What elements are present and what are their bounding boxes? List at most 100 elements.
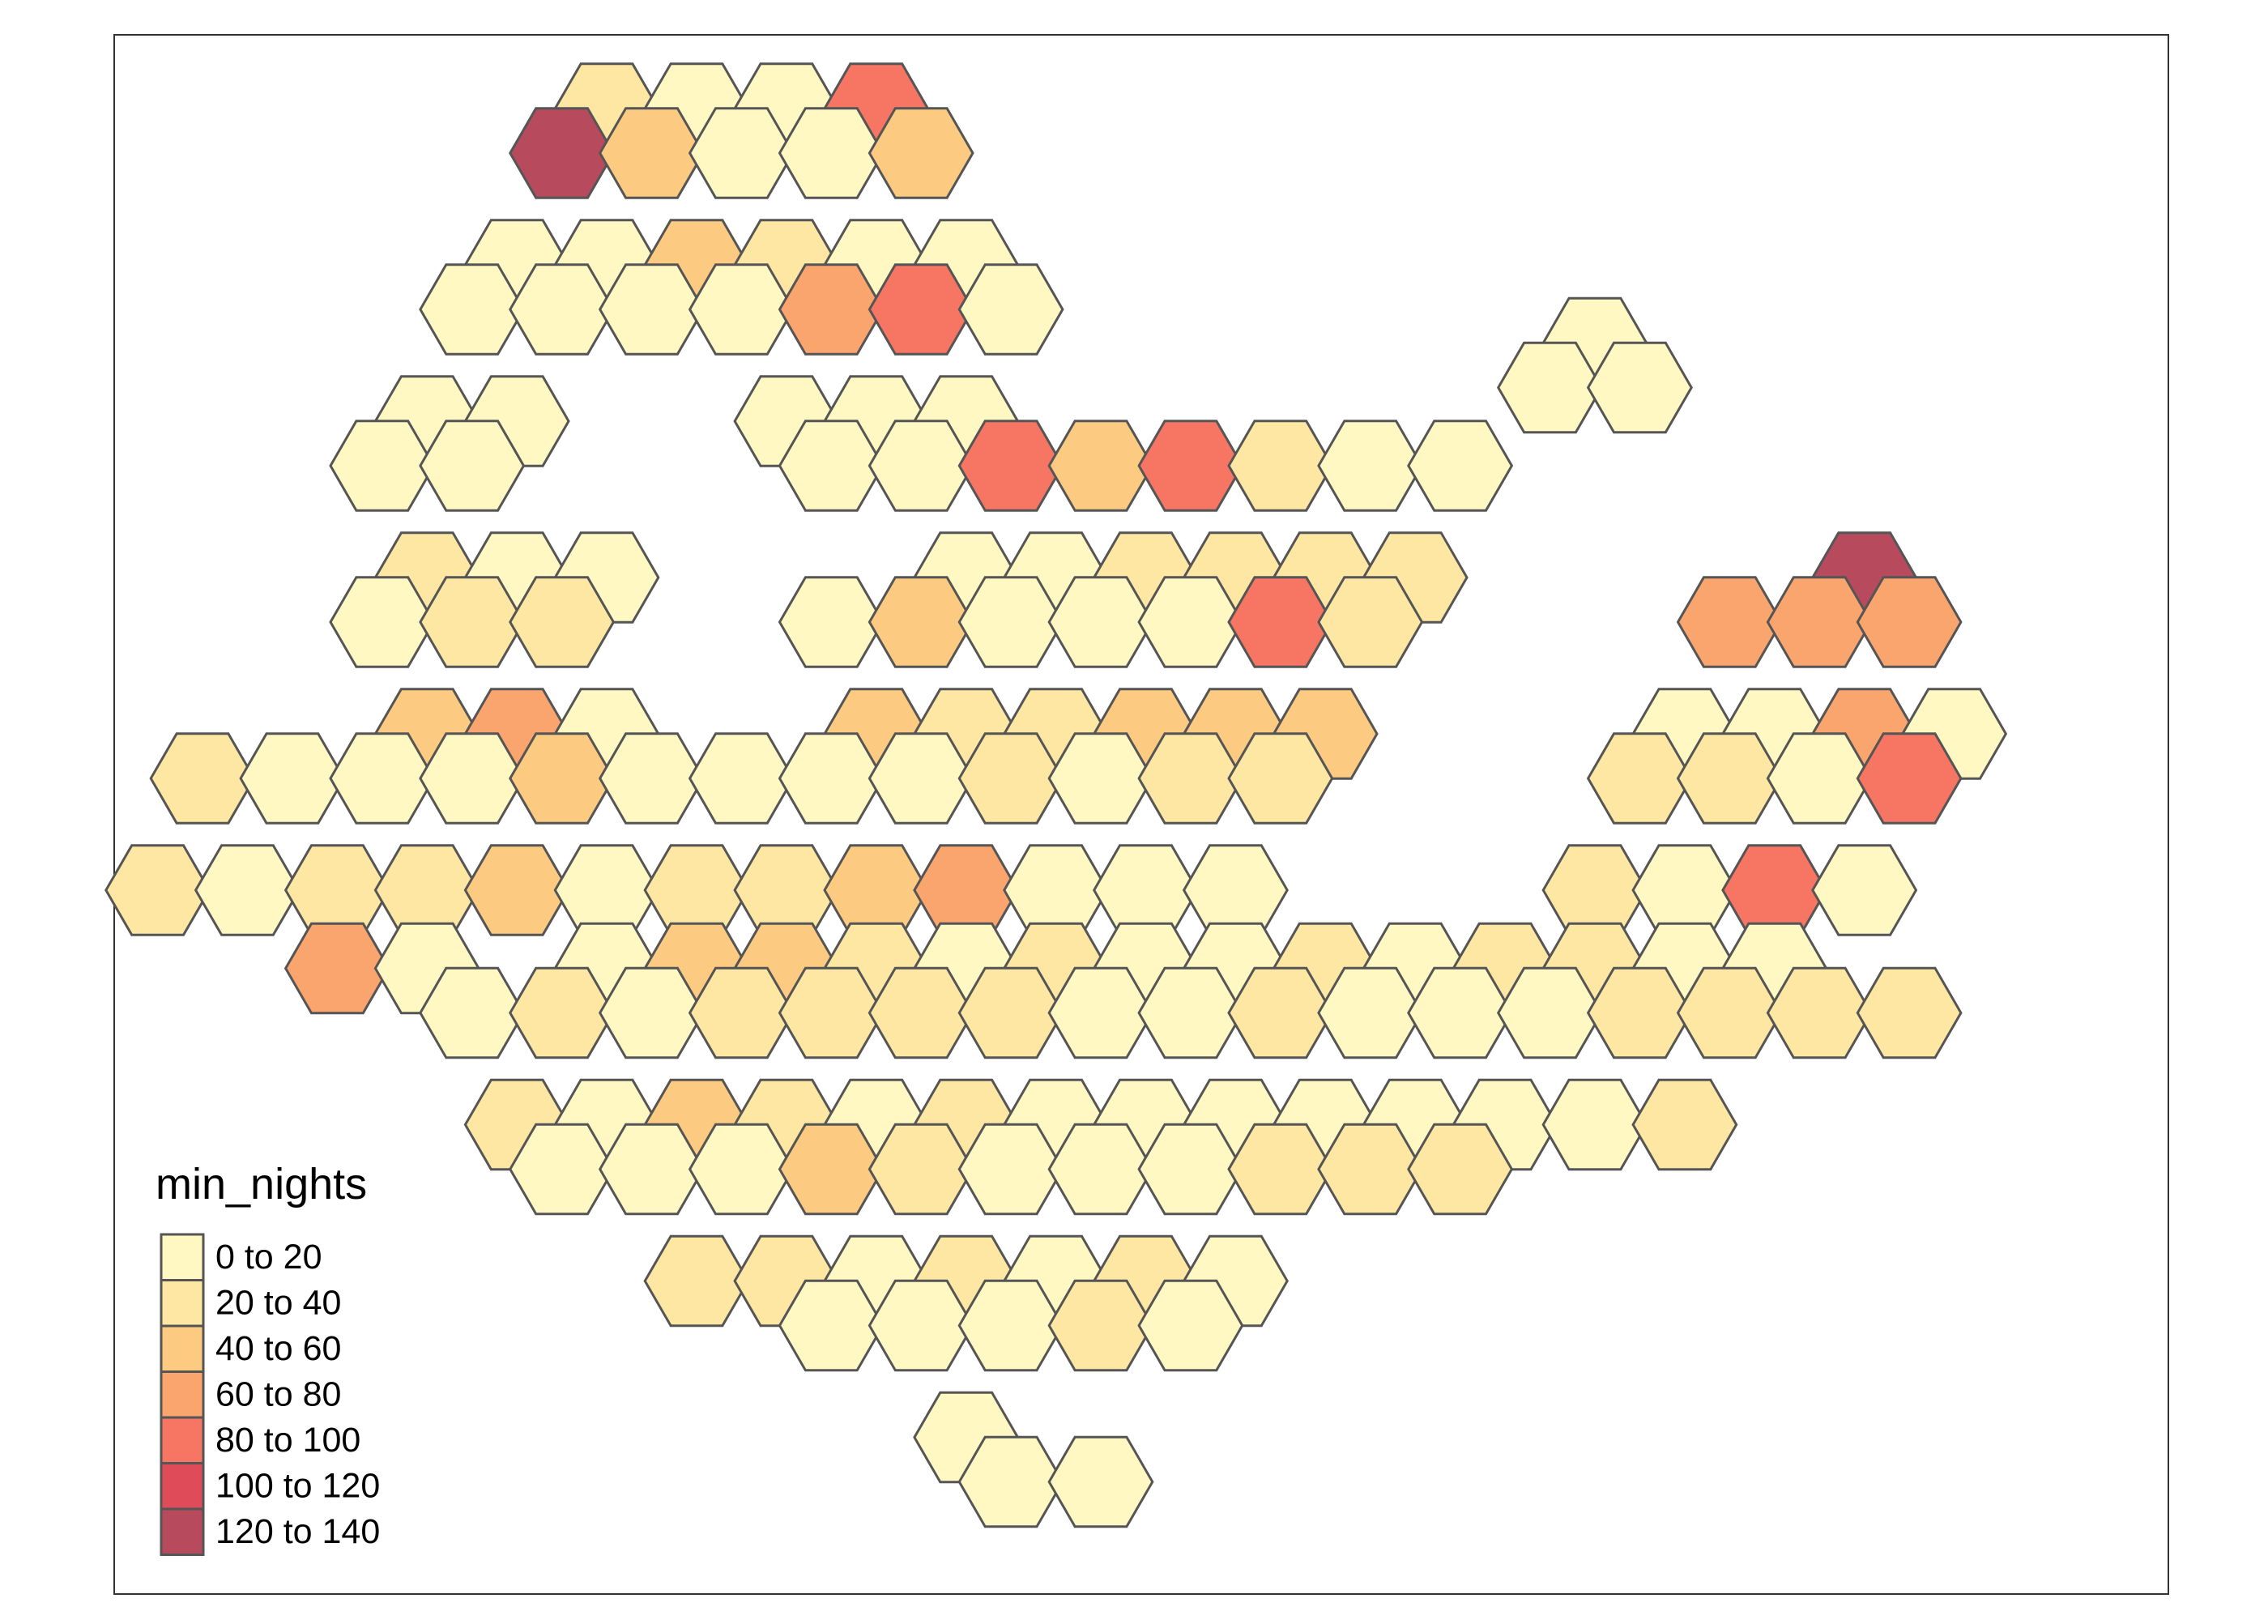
hex-cell [868,420,974,512]
hex-cell [419,263,526,356]
hex-cell [1676,576,1783,668]
hex-cell [868,263,974,356]
hex-cell [1227,420,1334,512]
hex-cell [239,732,346,825]
legend-swatch [160,1462,205,1511]
hex-cell [1766,966,1873,1059]
hex-cell [778,263,885,356]
hex-cell [1676,732,1783,825]
hex-cell [868,576,974,668]
hex-cell [1766,576,1873,668]
hex-cell [1227,966,1334,1059]
hex-cell [1317,1123,1424,1216]
legend-swatch [160,1370,205,1419]
hex-cell [329,732,436,825]
hex-cell [1137,966,1244,1059]
hex-cell [778,966,885,1059]
hex-cell [598,1123,706,1216]
hex-cell [778,420,885,512]
hex-cell [419,732,526,825]
hex-cell [1856,966,1963,1059]
hex-cell [104,844,211,936]
hex-cell [868,732,974,825]
hex-cell [957,263,1064,356]
legend-label: 20 to 40 [215,1284,341,1323]
hex-cell [868,107,974,199]
hex-cell [1137,420,1244,512]
hex-cell [688,263,795,356]
hex-cell [1407,966,1514,1059]
hex-cell [1047,420,1154,512]
hex-cell [957,576,1064,668]
hex-cell [957,732,1064,825]
hex-cell [957,966,1064,1059]
hex-cell [1047,732,1154,825]
hex-cell [1137,576,1244,668]
legend-title: min_nights [156,1160,367,1208]
hex-cell [1047,1279,1154,1372]
hex-cell [509,1123,616,1216]
hex-cell [688,732,795,825]
hex-cell [778,107,885,199]
hex-cell [1676,966,1783,1059]
hex-cell [1541,1078,1648,1171]
hex-cell [778,1279,885,1372]
hex-cell [1856,732,1963,825]
hex-cell [149,732,256,825]
legend-swatch [160,1507,205,1556]
hex-cell [957,1123,1064,1216]
hex-cell [778,576,885,668]
hex-cell [868,1279,974,1372]
hex-cell [598,107,706,199]
hex-cell [1137,1279,1244,1372]
hex-cell [1227,732,1334,825]
hex-cell [688,107,795,199]
hex-cell [688,966,795,1059]
hex-cell [1496,966,1604,1059]
hex-cell [868,1123,974,1216]
hex-cell [1496,341,1604,434]
hex-cell [778,732,885,825]
hex-cell [509,732,616,825]
hex-cell [643,1234,750,1328]
legend-label: 120 to 140 [215,1512,380,1551]
hex-cell [1227,1123,1334,1216]
hex-cell [957,1435,1064,1528]
hex-cell [1631,1078,1738,1171]
hex-cell [1586,966,1693,1059]
hex-cell [868,966,974,1059]
hex-cell [509,107,616,199]
legend-label: 60 to 80 [215,1375,341,1414]
hex-cell [1586,341,1693,434]
hex-cell [1811,844,1918,936]
hex-cell [598,966,706,1059]
hex-cell [329,420,436,512]
legend-swatch [160,1233,205,1281]
hex-cell [284,922,390,1015]
hex-cell [1047,1123,1154,1216]
legend-label: 0 to 20 [215,1238,322,1277]
hex-cell [1586,732,1693,825]
hex-cell [1856,576,1963,668]
hex-cell [1317,576,1424,668]
hex-cell [1047,576,1154,668]
legend: min_nights 0 to 20 20 to 40 40 to 60 60 to … [156,1160,380,1556]
hex-cell [598,263,706,356]
hex-cell [1407,1123,1514,1216]
hex-cell [957,420,1064,512]
hex-cell [778,1123,885,1216]
hex-cell [419,420,526,512]
legend-swatch [160,1324,205,1373]
hex-cell [1137,732,1244,825]
hex-cell [598,732,706,825]
legend-swatch [160,1416,205,1464]
hex-cell [1137,1123,1244,1216]
hex-cell [509,576,616,668]
hex-cell [1317,420,1424,512]
legend-label: 80 to 100 [215,1421,360,1460]
hex-cell [463,844,570,936]
hex-cell [1047,966,1154,1059]
hex-cell [509,966,616,1059]
